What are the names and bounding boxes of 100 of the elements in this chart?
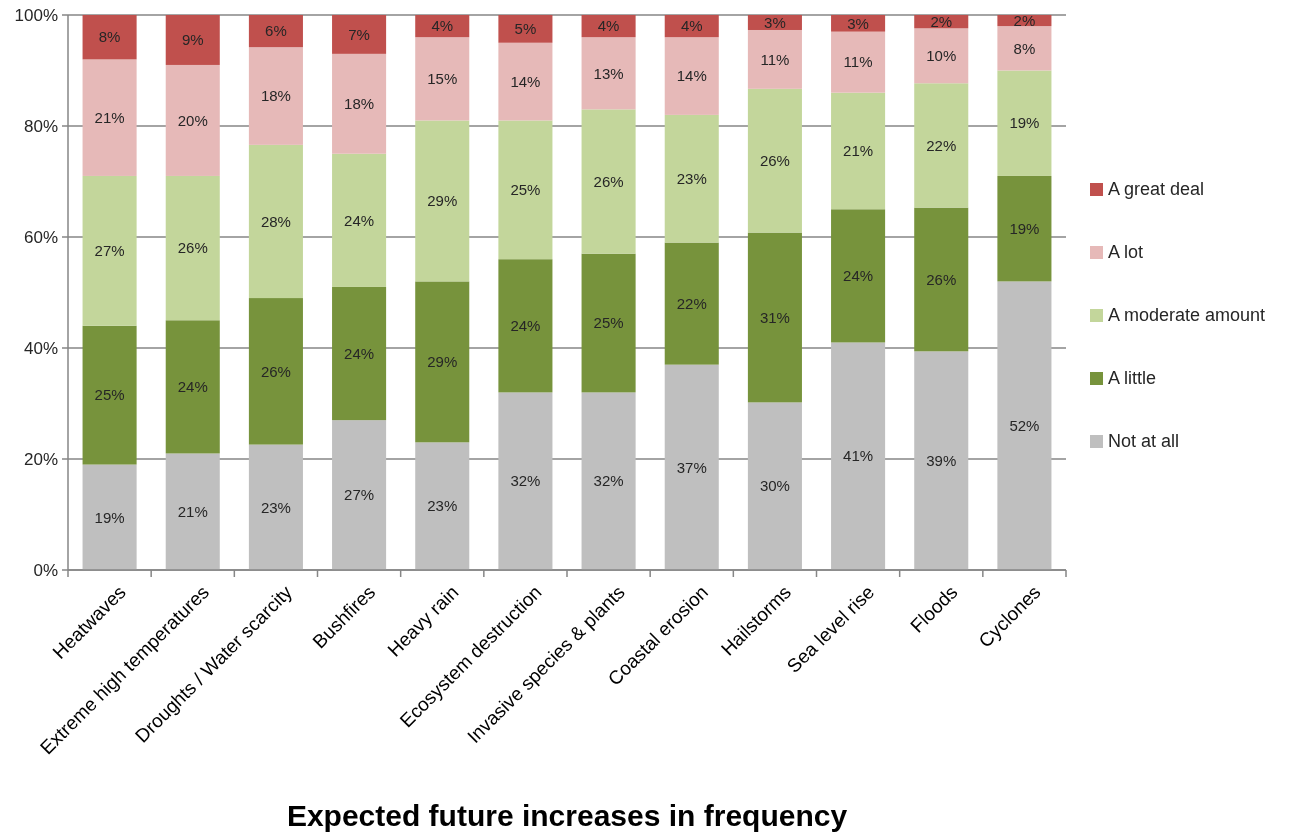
legend-label: Not at all [1108,431,1180,452]
bar [82,325,137,465]
bar [332,15,387,54]
bar [498,120,553,260]
bar [165,320,220,454]
bar [165,64,220,176]
bar [581,109,636,254]
data-label: 4% [597,17,620,35]
data-label: 19% [1009,219,1040,237]
data-label: 21% [843,142,874,160]
data-label: 18% [260,87,291,105]
bar [332,286,387,421]
bar [332,53,387,154]
bar [831,209,886,343]
data-label: 13% [593,64,624,82]
data-label: 11% [843,53,873,71]
bar [581,37,636,110]
bar [332,153,387,287]
data-label: 22% [926,136,957,154]
bar [165,15,220,65]
bar [997,26,1052,71]
bar [248,47,303,145]
data-label: 29% [427,353,458,371]
bar [498,259,553,393]
bar [498,15,553,43]
data-label: 24% [177,378,208,396]
y-tick-label: 20% [23,449,58,469]
bar [997,281,1052,570]
bar [498,392,553,570]
bar [581,253,636,393]
bar [831,342,886,570]
y-tick-label: 100% [14,5,58,25]
data-label: 31% [759,308,790,326]
data-label: 22% [676,294,707,312]
data-label: 52% [1009,416,1040,434]
data-label: 29% [427,192,458,210]
data-label: 4% [680,17,703,35]
bar [415,37,470,121]
data-label: 24% [344,344,375,362]
data-label: 5% [514,20,537,38]
data-label: 26% [926,270,957,288]
data-label: 8% [1013,39,1036,57]
data-label: 2% [930,12,953,30]
data-label: 23% [260,498,291,516]
bar [248,15,303,48]
bar [747,232,802,403]
x-axis-title: Expected future increases in frequency [286,799,848,832]
data-label: 26% [260,362,291,380]
legend-label: A lot [1108,242,1144,263]
data-label: 8% [98,28,121,46]
bar [914,207,969,352]
data-label: 11% [760,50,790,68]
y-tick-label: 80% [23,116,58,136]
data-label: 26% [593,172,624,190]
data-label: 15% [427,70,458,88]
data-label: 21% [177,502,208,520]
data-label: 32% [593,472,624,490]
bar [248,444,303,570]
bar [165,175,220,321]
bar [831,31,886,93]
bar [747,402,802,570]
data-label: 25% [593,314,624,332]
bar [581,392,636,570]
data-label: 20% [177,111,208,129]
data-label: 27% [94,242,125,260]
data-label: 24% [510,317,541,335]
data-label: 3% [847,14,869,32]
bar [664,364,719,570]
bar [997,70,1052,176]
legend-label: A moderate amount [1108,305,1266,326]
y-tick-label: 60% [23,227,58,247]
bar [914,83,969,208]
bar [415,120,470,282]
bar [747,88,802,233]
bar [415,281,470,443]
data-label: 19% [94,508,125,526]
bar [914,28,969,84]
bar [664,37,719,115]
data-label: 23% [427,497,458,515]
legend-label: A great deal [1108,179,1205,200]
bar [248,298,303,445]
data-label: 25% [94,386,125,404]
bar [415,442,470,570]
y-tick-label: 0% [33,560,58,580]
data-label: 7% [348,25,370,43]
data-label: 24% [843,267,874,285]
bar [332,420,387,570]
data-label: 14% [676,67,707,85]
data-label: 23% [676,169,707,187]
data-label: 2% [1013,11,1036,29]
data-label: 19% [1009,114,1040,132]
data-label: 27% [344,486,375,504]
y-tick-label: 40% [23,338,58,358]
data-label: 6% [265,22,287,40]
data-label: 26% [759,151,790,169]
data-label: 3% [764,13,786,31]
bar [498,42,553,121]
bar [914,351,969,570]
data-label: 41% [843,447,874,465]
bar [831,92,886,210]
